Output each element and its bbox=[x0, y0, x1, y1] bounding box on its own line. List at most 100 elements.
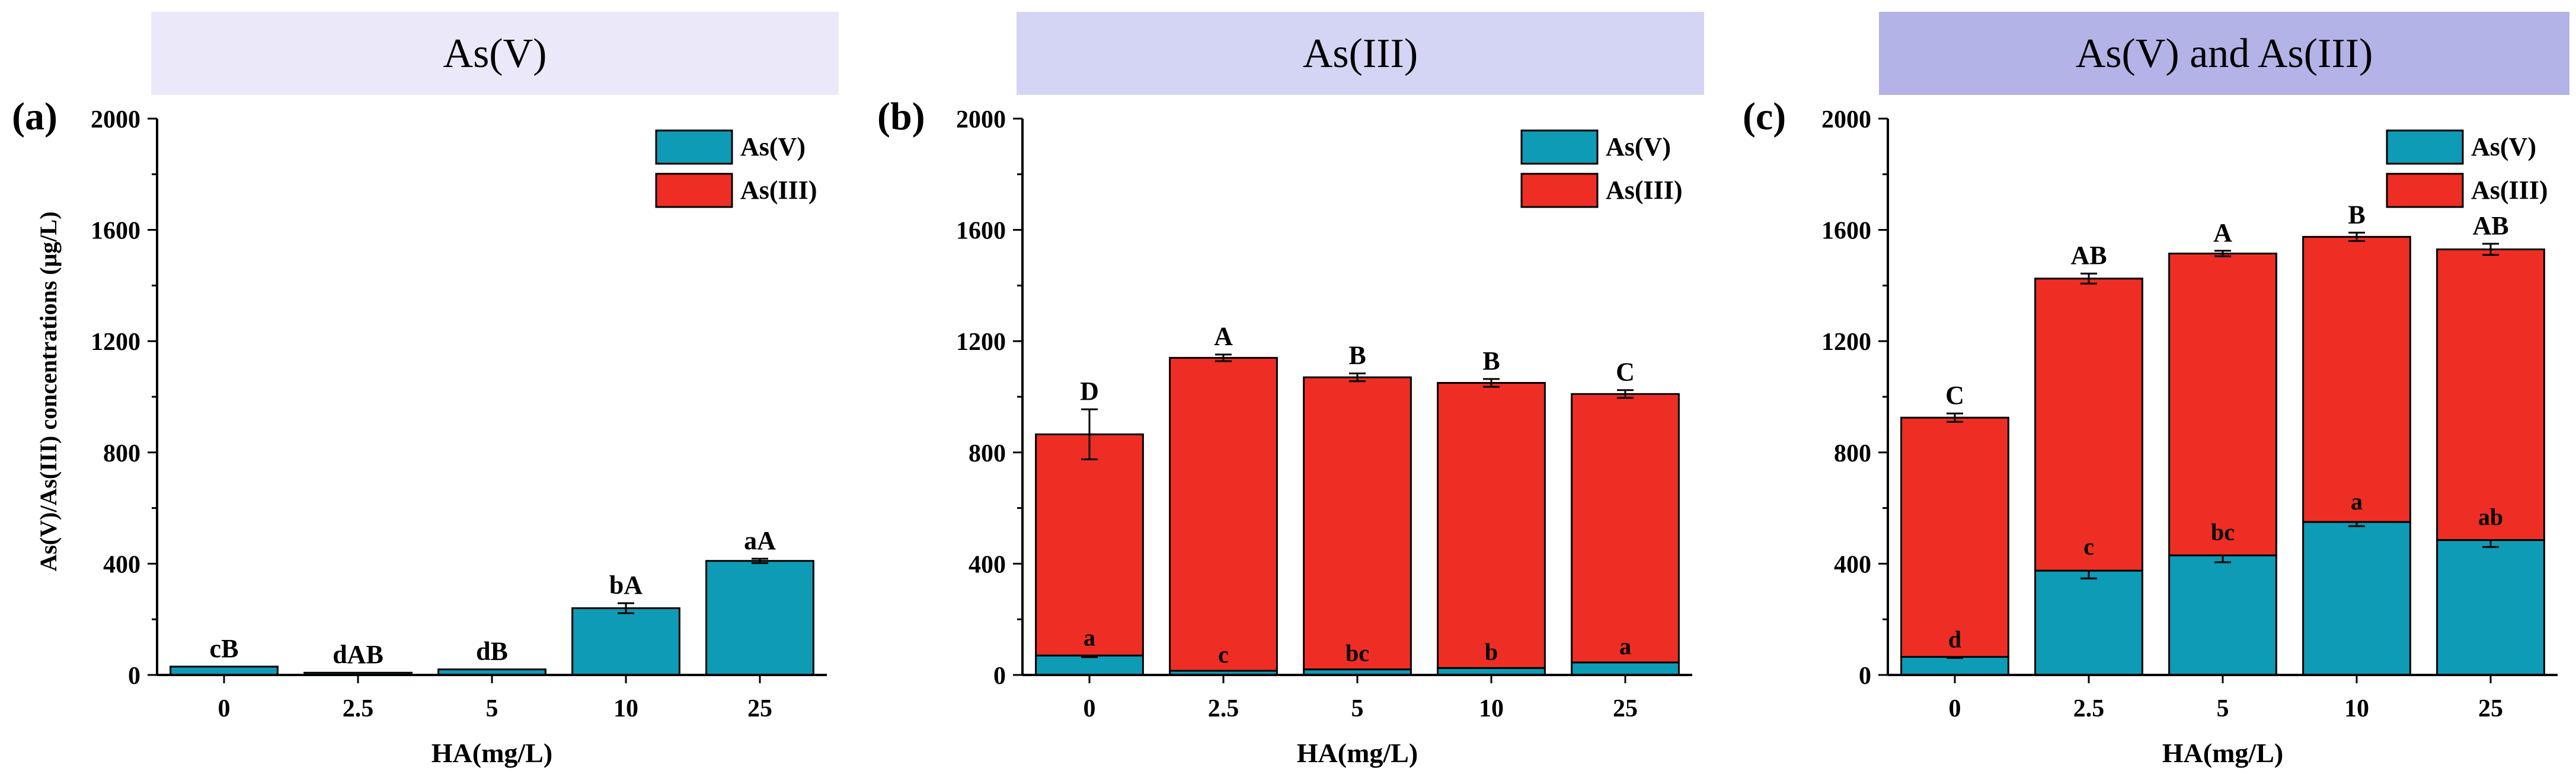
panel-2-significance-label: B bbox=[1482, 346, 1500, 375]
panel-3-x-tick-label: 5 bbox=[2217, 695, 2229, 722]
panel-2-bar-as-iii bbox=[1169, 356, 1278, 672]
panel-1-y-tick-label: 2000 bbox=[91, 106, 140, 133]
panel-3-y-tick-label: 2000 bbox=[1821, 106, 1871, 133]
panel-1-x-axis-title: HA(mg/L) bbox=[432, 738, 552, 768]
panel-3-bar-as-iii bbox=[1900, 416, 2009, 658]
panel-1-legend-swatch-as-v bbox=[655, 129, 733, 165]
panel-3-panel-letter: (c) bbox=[1743, 95, 1786, 138]
panel-3-y-tick-label: 0 bbox=[1859, 662, 1871, 690]
panel-2-x-tick-label: 5 bbox=[1351, 695, 1364, 722]
panel-3-bar-as-v bbox=[2436, 539, 2545, 676]
panel-2-legend-label: As(V) bbox=[1606, 132, 1671, 161]
panel-3-significance-label: C bbox=[1945, 381, 1964, 410]
panel-2-bar-as-iii bbox=[1303, 376, 1412, 671]
panel-3-header-title: As(V) and As(III) bbox=[2076, 31, 2373, 77]
panel-2-inner-label: bc bbox=[1345, 640, 1369, 667]
panel-3-header-band bbox=[1879, 12, 2569, 95]
panel-3-x-axis-title: HA(mg/L) bbox=[2162, 738, 2283, 768]
panel-2-x-tick-label: 2.5 bbox=[1208, 695, 1239, 722]
panel-2-significance-label: D bbox=[1080, 377, 1099, 406]
panel-3-inner-label: a bbox=[2351, 488, 2363, 515]
panel-2-y-tick-label: 800 bbox=[969, 440, 1006, 467]
panel-3-legend-swatch-as-iii bbox=[2386, 173, 2464, 208]
panel-2-panel-letter: (b) bbox=[877, 95, 925, 138]
panel-2-legend-swatch-as-v bbox=[1520, 129, 1599, 165]
panel-1-x-tick-label: 25 bbox=[747, 695, 772, 722]
panel-3-y-tick-label: 1200 bbox=[1821, 329, 1871, 356]
panel-2-significance-label: A bbox=[1214, 322, 1233, 351]
panel-1-significance-label: dB bbox=[476, 637, 508, 666]
panel-1-legend-label: As(V) bbox=[740, 132, 806, 161]
panel-3-legend-label: As(V) bbox=[2471, 132, 2536, 161]
panel-3-significance-label: A bbox=[2213, 218, 2232, 247]
panel-2-bar-as-iii bbox=[1437, 382, 1546, 669]
panel-3-inner-label: bc bbox=[2211, 519, 2235, 546]
panel-2-x-tick-label: 25 bbox=[1613, 695, 1638, 722]
y-axis-title: As(V)/As(III) concentrations (μg/L) bbox=[35, 211, 62, 571]
panel-3-y-tick-label: 1600 bbox=[1821, 218, 1871, 245]
panel-2-header-band bbox=[1017, 12, 1704, 95]
panel-2-legend-label: As(III) bbox=[1606, 176, 1683, 205]
panel-3-x-tick-label: 2.5 bbox=[2073, 695, 2105, 722]
panel-2-inner-label: a bbox=[1084, 624, 1095, 651]
panel-2-bar-as-iii bbox=[1035, 433, 1144, 657]
panel-3-x-tick-label: 0 bbox=[1949, 695, 1961, 722]
panel-1-header-title: As(V) bbox=[443, 31, 547, 77]
panel-3-x-tick-label: 10 bbox=[2344, 695, 2369, 722]
panel-3-bar-as-iii bbox=[2436, 248, 2545, 542]
panel-3-legend-label: As(III) bbox=[2471, 176, 2548, 205]
panel-2-y-tick-label: 400 bbox=[969, 551, 1006, 578]
panel-1-x-tick-label: 5 bbox=[486, 695, 498, 722]
panel-3-inner-label: d bbox=[1948, 626, 1961, 653]
panel-2-y-tick-label: 1600 bbox=[956, 218, 1006, 245]
panel-3-inner-label: c bbox=[2083, 533, 2094, 560]
panel-3-bar-as-iii bbox=[2168, 252, 2277, 556]
panel-1-legend-swatch-as-iii bbox=[655, 173, 733, 208]
panel-1-y-tick-label: 400 bbox=[103, 551, 140, 578]
panel-3-y-tick-label: 400 bbox=[1834, 551, 1871, 578]
panel-3-significance-label: AB bbox=[2070, 241, 2107, 270]
panel-1-legend-label: As(III) bbox=[740, 176, 817, 205]
panel-1-x-tick-label: 0 bbox=[218, 695, 231, 722]
panel-1-significance-label: bA bbox=[609, 571, 643, 600]
panel-3-y-tick-label: 800 bbox=[1834, 440, 1871, 467]
panel-2-bar-as-v bbox=[1035, 654, 1144, 676]
panel-2-significance-label: B bbox=[1348, 341, 1366, 370]
panel-2-y-tick-label: 0 bbox=[993, 662, 1006, 690]
panel-1-y-tick-label: 1600 bbox=[91, 218, 140, 245]
panel-3-bar-as-v bbox=[2168, 554, 2277, 676]
panel-2-header-title: As(III) bbox=[1303, 31, 1418, 77]
panel-1-bar-as-v bbox=[571, 607, 680, 676]
panel-1-panel-letter: (a) bbox=[12, 95, 57, 138]
panel-2-y-tick-label: 1200 bbox=[956, 329, 1006, 356]
panel-3-significance-label: AB bbox=[2472, 211, 2508, 240]
panel-2-x-tick-label: 10 bbox=[1479, 695, 1504, 722]
panel-3-bar-as-v bbox=[1900, 656, 2009, 676]
panel-2-bar-as-iii bbox=[1571, 393, 1680, 664]
panel-1-y-tick-label: 1200 bbox=[91, 329, 140, 356]
panel-2-x-tick-label: 0 bbox=[1084, 695, 1096, 722]
panel-1-header-band bbox=[151, 12, 839, 95]
panel-1-y-tick-label: 0 bbox=[128, 662, 140, 690]
panel-1-significance-label: cB bbox=[210, 634, 239, 663]
panel-3-legend-swatch-as-v bbox=[2386, 129, 2464, 165]
panel-1-y-tick-label: 800 bbox=[103, 440, 140, 467]
panel-2-y-tick-label: 2000 bbox=[956, 106, 1006, 133]
panel-1-significance-label: dAB bbox=[333, 640, 383, 669]
panel-2-inner-label: b bbox=[1485, 638, 1498, 665]
panel-1-x-tick-label: 2.5 bbox=[343, 695, 374, 722]
panel-1-bar-as-v bbox=[170, 665, 279, 676]
panel-2-inner-label: c bbox=[1218, 641, 1229, 668]
panel-2-significance-label: C bbox=[1616, 358, 1635, 387]
panel-2-x-axis-title: HA(mg/L) bbox=[1297, 738, 1418, 768]
panel-1-x-tick-label: 10 bbox=[613, 695, 638, 722]
panel-2-inner-label: a bbox=[1619, 633, 1631, 660]
panel-3-x-tick-label: 25 bbox=[2478, 695, 2503, 722]
panel-3-inner-label: ab bbox=[2478, 504, 2503, 530]
panel-1-bar-as-v bbox=[705, 560, 814, 676]
panel-3-bar-as-v bbox=[2302, 521, 2411, 676]
panel-1-significance-label: aA bbox=[744, 526, 776, 555]
panel-3-significance-label: B bbox=[2348, 200, 2365, 229]
panel-3-bar-as-v bbox=[2034, 569, 2143, 676]
